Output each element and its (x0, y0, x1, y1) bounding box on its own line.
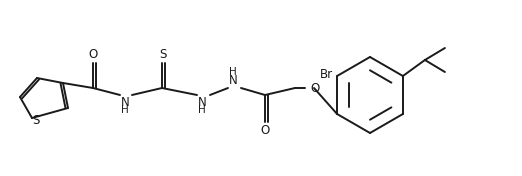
Text: N: N (229, 74, 238, 86)
Text: O: O (88, 49, 98, 61)
Text: O: O (310, 81, 319, 95)
Text: H: H (198, 105, 206, 115)
Text: S: S (32, 114, 40, 127)
Text: S: S (159, 49, 167, 61)
Text: H: H (121, 105, 129, 115)
Text: N: N (121, 96, 129, 108)
Text: O: O (260, 124, 270, 137)
Text: N: N (198, 96, 206, 108)
Text: Br: Br (320, 68, 333, 80)
Text: H: H (229, 67, 237, 77)
